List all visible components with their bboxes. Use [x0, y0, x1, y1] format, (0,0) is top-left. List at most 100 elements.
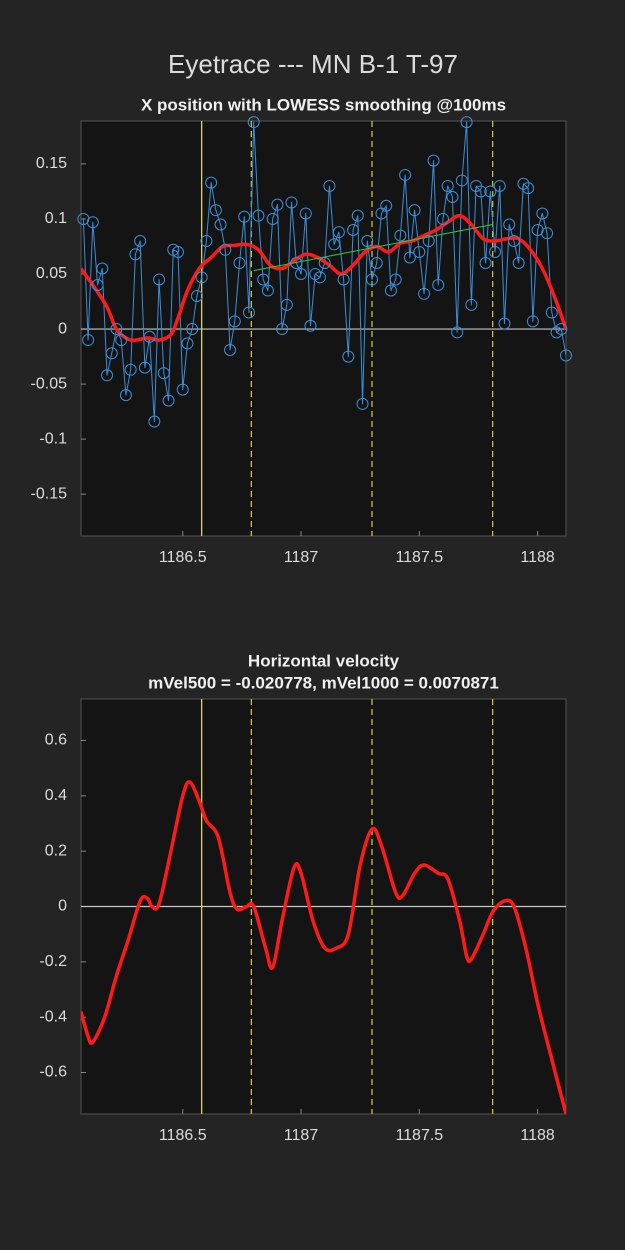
data-point: [96, 262, 109, 275]
x-tick-label: 1187: [284, 549, 319, 566]
data-point: [465, 298, 478, 311]
data-point: [489, 245, 502, 258]
data-point: [276, 323, 289, 336]
chart-subtitle: mVel500 = -0.020778, mVel1000 = 0.007087…: [148, 673, 499, 692]
data-point: [503, 218, 516, 231]
data-point: [86, 216, 99, 229]
data-point: [214, 218, 227, 231]
data-point: [224, 343, 237, 356]
data-point: [290, 257, 303, 270]
data-point: [271, 198, 284, 211]
data-point: [498, 317, 511, 330]
data-point: [432, 279, 445, 292]
data-point: [484, 185, 497, 198]
data-point: [101, 369, 114, 382]
data-point: [560, 349, 572, 362]
data-point: [328, 238, 341, 251]
data-point: [134, 234, 147, 247]
y-tick-label: -0.6: [39, 1064, 67, 1081]
data-point: [536, 207, 549, 220]
data-point: [82, 334, 95, 347]
data-point: [115, 334, 128, 347]
data-point: [299, 207, 312, 220]
y-tick-label: 0.4: [45, 787, 67, 804]
y-tick-label: -0.2: [39, 953, 67, 970]
data-point: [219, 243, 232, 256]
data-point: [261, 284, 274, 297]
y-tick-label: 0: [58, 320, 67, 337]
plot-content: [81, 699, 566, 1114]
data-point: [422, 234, 435, 247]
data-point: [351, 209, 364, 222]
data-point: [129, 248, 142, 261]
data-point: [143, 330, 156, 343]
data-point: [394, 229, 407, 242]
x-tick-label: 1186.5: [159, 1127, 207, 1144]
data-point: [370, 257, 383, 270]
data-point: [522, 182, 535, 195]
data-point: [228, 315, 241, 328]
data-point: [451, 326, 464, 339]
data-point: [318, 257, 331, 270]
data-point: [347, 223, 360, 236]
chart-title: X position with LOWESS smoothing @100ms: [141, 95, 506, 114]
data-point: [313, 271, 326, 284]
series-line: [253, 223, 493, 272]
data-point: [304, 319, 317, 332]
data-point: [105, 347, 118, 360]
data-point: [119, 389, 132, 402]
y-tick-label: 0.05: [36, 265, 67, 282]
data-point: [157, 367, 170, 380]
data-point: [545, 306, 558, 319]
data-point: [257, 273, 270, 286]
data-point: [366, 273, 378, 286]
y-tick-label: 0.1: [45, 210, 67, 227]
data-point: [252, 209, 265, 222]
data-point: [384, 284, 397, 297]
data-point: [356, 397, 369, 410]
x-tick-label: 1187: [284, 1127, 319, 1144]
data-point: [455, 174, 468, 187]
series-line: [81, 780, 566, 1114]
data-point: [403, 251, 416, 264]
data-point: [337, 273, 350, 286]
data-point: [200, 234, 213, 247]
data-point: [181, 337, 194, 350]
data-point: [427, 154, 440, 167]
y-tick-label: -0.4: [39, 1008, 67, 1025]
data-point: [512, 257, 525, 270]
data-point: [493, 179, 506, 192]
x-tick-label: 1187.5: [395, 1127, 443, 1144]
data-point: [153, 273, 166, 286]
y-tick-label: 0: [58, 898, 67, 915]
data-point: [266, 212, 279, 225]
data-point: [242, 306, 255, 319]
data-point: [162, 394, 175, 407]
data-point: [172, 245, 184, 258]
data-point: [205, 176, 218, 189]
y-tick-label: -0.15: [31, 485, 68, 502]
series-line: [81, 213, 566, 343]
data-point: [332, 226, 345, 239]
data-point: [474, 185, 487, 198]
data-point: [209, 204, 222, 217]
data-point: [361, 234, 374, 247]
data-point: [247, 116, 260, 129]
data-point: [399, 168, 412, 181]
data-point: [436, 212, 449, 225]
data-point: [280, 298, 293, 311]
data-point: [526, 315, 539, 328]
data-point: [408, 204, 421, 217]
data-point: [124, 363, 137, 376]
data-point: [110, 323, 123, 336]
x-tick-label: 1187.5: [395, 549, 443, 566]
data-point: [285, 196, 298, 209]
x-tick-label: 1188: [520, 549, 555, 566]
data-point: [148, 415, 161, 428]
data-point: [195, 271, 208, 284]
data-point: [295, 268, 308, 281]
data-point: [446, 190, 459, 203]
data-point: [91, 279, 104, 292]
data-point: [238, 210, 251, 223]
